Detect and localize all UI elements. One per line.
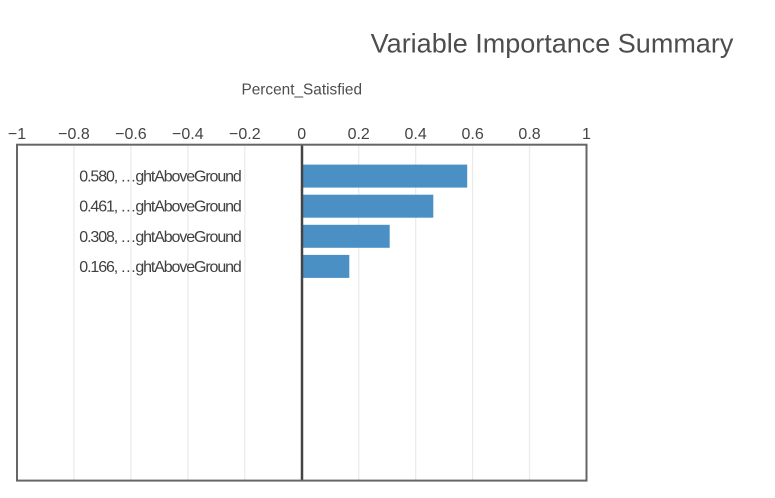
svg-text:1: 1 — [582, 126, 591, 143]
svg-text:0.4: 0.4 — [405, 126, 427, 143]
svg-text:0.308, …ghtAboveGround: 0.308, …ghtAboveGround — [79, 229, 241, 246]
svg-text:−0.4: −0.4 — [172, 126, 204, 143]
svg-text:0.2: 0.2 — [348, 126, 370, 143]
svg-text:Variable Importance Summary: Variable Importance Summary — [371, 29, 734, 59]
svg-text:0.6: 0.6 — [461, 126, 483, 143]
svg-text:0.580, …ghtAboveGround: 0.580, …ghtAboveGround — [79, 169, 241, 186]
svg-text:−0.2: −0.2 — [229, 126, 261, 143]
svg-text:−0.8: −0.8 — [58, 126, 90, 143]
svg-text:−0.6: −0.6 — [115, 126, 147, 143]
svg-text:−1: −1 — [8, 126, 26, 143]
svg-text:0.8: 0.8 — [518, 126, 540, 143]
svg-text:0: 0 — [297, 126, 306, 143]
svg-text:0.166, …ghtAboveGround: 0.166, …ghtAboveGround — [79, 259, 241, 276]
svg-text:0.461, …ghtAboveGround: 0.461, …ghtAboveGround — [79, 199, 241, 216]
svg-text:Percent_Satisfied: Percent_Satisfied — [242, 82, 363, 99]
